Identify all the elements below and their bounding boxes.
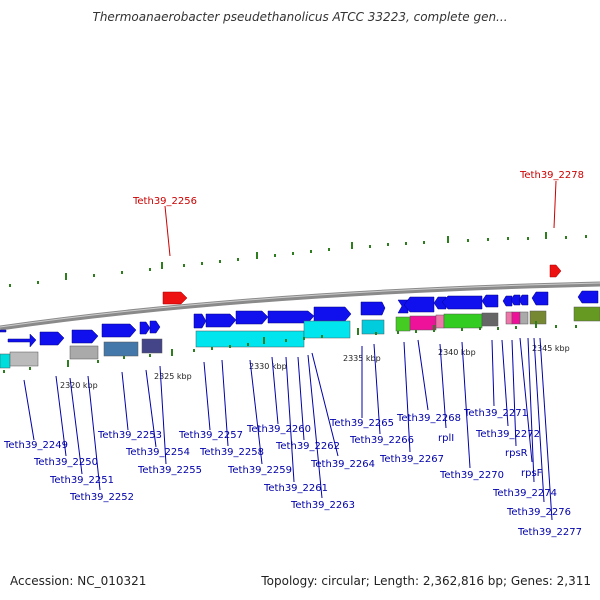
- gene-band-row[interactable]: [0, 306, 600, 369]
- genome-summary: Topology: circular; Length: 2,362,816 bp…: [261, 574, 591, 588]
- gene-label: Teth39_2254: [125, 447, 190, 458]
- gene-label: Teth39_2253: [97, 430, 162, 441]
- gene-label: Teth39_2258: [199, 447, 264, 458]
- outer-tick-row: [9, 232, 587, 287]
- gene-label: Teth39_2249: [3, 440, 68, 451]
- kbp-label-2340: 2340 kbp: [438, 348, 476, 357]
- gene-label: Teth39_2260: [246, 424, 311, 435]
- gene-teth39-2256-arrow[interactable]: [162, 291, 188, 305]
- gene-label: Teth39_2261: [263, 483, 328, 494]
- accession-label: Accession: NC_010321: [10, 574, 147, 588]
- gene-label-teth39-2256[interactable]: Teth39_2256: [132, 196, 197, 207]
- inner-tick-row: [3, 321, 577, 373]
- leader-line-teth39-2256: [164, 205, 171, 257]
- genome-backbone: [0, 281, 600, 331]
- kbp-label-2320: 2320 kbp: [60, 381, 98, 390]
- gene-label: Teth39_2270: [439, 470, 504, 481]
- gene-label: Teth39_2267: [379, 454, 444, 465]
- gene-label: Teth39_2265: [329, 418, 394, 429]
- gene-label: Teth39_2263: [290, 500, 355, 511]
- kbp-label-2345: 2345 kbp: [532, 344, 570, 353]
- leader-line-teth39-2278: [553, 180, 557, 229]
- gene-label: Teth39_2276: [506, 507, 571, 518]
- kbp-label-2330: 2330 kbp: [249, 362, 287, 371]
- gene-label: Teth39_2268: [396, 413, 461, 424]
- gene-label: Teth39_2259: [227, 465, 292, 476]
- gene-label: Teth39_2264: [310, 459, 375, 470]
- gene-leader-lines: [23, 337, 553, 521]
- gene-label: Teth39_2271: [463, 408, 528, 419]
- gene-labels[interactable]: Teth39_2249 Teth39_2250 Teth39_2251 Teth…: [3, 408, 582, 538]
- gene-label: Teth39_2257: [178, 430, 243, 441]
- gene-label: rpsF: [521, 468, 543, 479]
- gene-teth39-2278-arrow[interactable]: [549, 264, 562, 278]
- gene-label: Teth39_2252: [69, 492, 134, 503]
- genome-backbone-highlight: [0, 282, 600, 328]
- gene-label: Teth39_2262: [275, 441, 340, 452]
- gene-label: rpsR: [505, 448, 528, 459]
- forward-gene-row[interactable]: [0, 290, 599, 348]
- gene-label: Teth39_2272: [475, 429, 540, 440]
- kbp-label-2325: 2325 kbp: [154, 372, 192, 381]
- gene-label: Teth39_2255: [137, 465, 202, 476]
- gene-label: Teth39_2274: [492, 488, 557, 499]
- gene-label: Teth39_2277: [517, 527, 582, 538]
- map-title: Thermoanaerobacter pseudethanolicus ATCC…: [92, 10, 508, 24]
- gene-label: Teth39_2251: [49, 475, 114, 486]
- gene-label: Teth39_2250: [33, 457, 98, 468]
- gene-label: Teth39_2266: [349, 435, 414, 446]
- gene-label-teth39-2278[interactable]: Teth39_2278: [519, 170, 584, 181]
- gene-label: rplI: [438, 433, 454, 444]
